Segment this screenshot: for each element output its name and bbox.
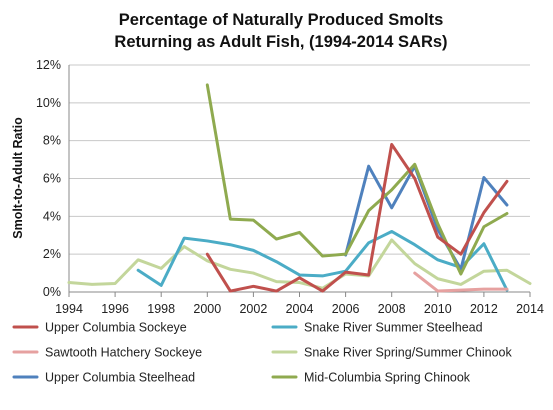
series-line-3 <box>67 238 532 290</box>
x-tick-label: 1998 <box>147 302 175 316</box>
series-lines <box>67 83 532 293</box>
x-tick-label: 2000 <box>193 302 221 316</box>
x-tick-label: 2004 <box>286 302 314 316</box>
y-tick-label: 4% <box>43 209 61 223</box>
x-tick-label: 1994 <box>55 302 83 316</box>
x-tick-label: 2012 <box>470 302 498 316</box>
series-line-5 <box>205 83 509 276</box>
series-line-0 <box>205 142 509 293</box>
legend-label-2: Sawtooth Hatchery Sockeye <box>45 346 202 360</box>
y-tick-label: 0% <box>43 285 61 299</box>
series-line-1 <box>136 229 509 292</box>
legend-label-3: Snake River Spring/Summer Chinook <box>304 346 512 360</box>
y-tick-label: 6% <box>43 172 61 186</box>
y-tick-label: 12% <box>36 58 61 72</box>
legend-label-1: Snake River Summer Steelhead <box>304 321 483 335</box>
legend: Upper Columbia Sockeye Snake River Summer… <box>12 321 512 385</box>
axes: 0% 2% 4% 6% 8% 10% 12% 1994 1996 1998 2000 2002 2004… <box>36 58 544 316</box>
legend-label-5: Mid-Columbia Spring Chinook <box>304 371 471 385</box>
x-tick-label: 2008 <box>378 302 406 316</box>
chart-title-line-2: Returning as Adult Fish, (1994-2014 SARs… <box>114 33 447 51</box>
x-tick-label: 2006 <box>332 302 360 316</box>
x-tick-label: 1996 <box>101 302 129 316</box>
x-tick-label: 2010 <box>424 302 452 316</box>
y-tick-label: 8% <box>43 134 61 148</box>
y-tick-label: 2% <box>43 247 61 261</box>
legend-label-4: Upper Columbia Steelhead <box>45 371 195 385</box>
series-line-2 <box>413 271 509 293</box>
y-tick-label: 10% <box>36 96 61 110</box>
y-axis-label: Smolt-to-Adult Ratio <box>11 117 25 239</box>
grid-lines <box>69 64 530 255</box>
chart-title-line-1: Percentage of Naturally Produced Smolts <box>119 11 444 29</box>
legend-label-0: Upper Columbia Sockeye <box>45 321 187 335</box>
x-tick-label: 2014 <box>516 302 544 316</box>
x-tick-label: 2002 <box>239 302 267 316</box>
